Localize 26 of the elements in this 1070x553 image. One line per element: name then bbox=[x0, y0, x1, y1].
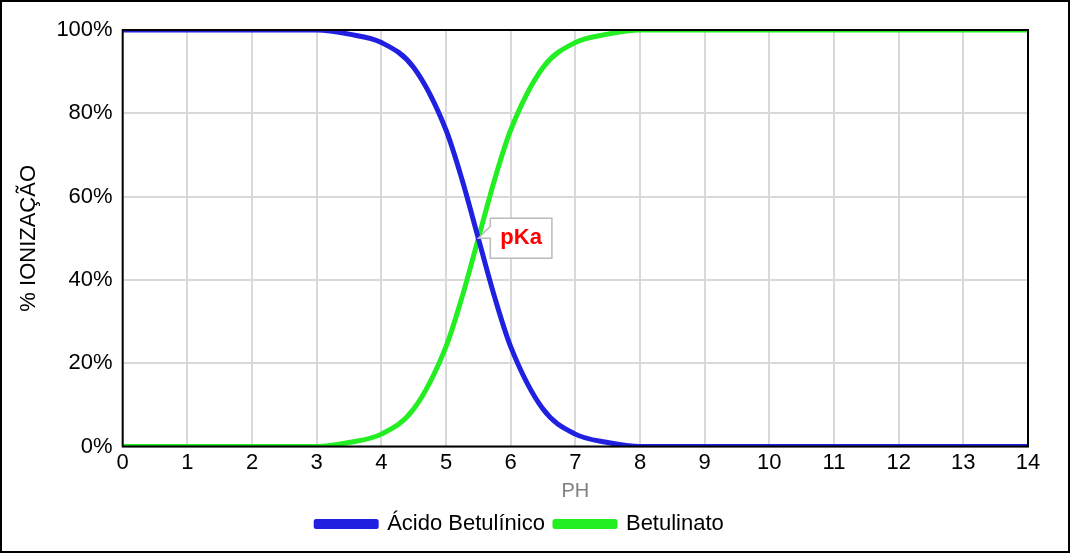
y-tick-label: 40% bbox=[68, 266, 113, 292]
y-tick-label: 0% bbox=[80, 432, 113, 458]
x-tick-label: 14 bbox=[1015, 448, 1041, 474]
x-tick-label: 5 bbox=[439, 448, 453, 474]
x-tick-label: 9 bbox=[698, 448, 711, 474]
x-tick-label: 10 bbox=[757, 448, 782, 474]
x-tick-label: 1 bbox=[181, 448, 194, 474]
x-tick-label: 13 bbox=[951, 448, 976, 474]
x-tick-label: 11 bbox=[822, 448, 846, 474]
x-tick-label: 4 bbox=[375, 448, 388, 474]
x-tick-label: 2 bbox=[245, 448, 259, 474]
legend-label: Betulinato bbox=[625, 510, 724, 536]
y-axis-title: % IONIZAÇÃO bbox=[15, 164, 41, 312]
x-tick-label: 8 bbox=[633, 448, 647, 474]
y-tick-label: 80% bbox=[68, 99, 113, 125]
y-tick-label: 60% bbox=[68, 182, 113, 208]
legend-label: Ácido Betulínico bbox=[387, 510, 545, 536]
y-tick-label: 20% bbox=[68, 349, 113, 375]
x-tick-label: 0 bbox=[116, 448, 129, 474]
x-axis-title: PH bbox=[561, 478, 590, 501]
x-tick-label: 3 bbox=[310, 448, 323, 474]
y-tick-label: 100% bbox=[56, 16, 113, 42]
annotation: pKa bbox=[500, 224, 543, 250]
x-tick-label: 12 bbox=[886, 448, 911, 474]
x-tick-label: 7 bbox=[569, 448, 582, 474]
x-tick-label: 6 bbox=[504, 448, 517, 474]
